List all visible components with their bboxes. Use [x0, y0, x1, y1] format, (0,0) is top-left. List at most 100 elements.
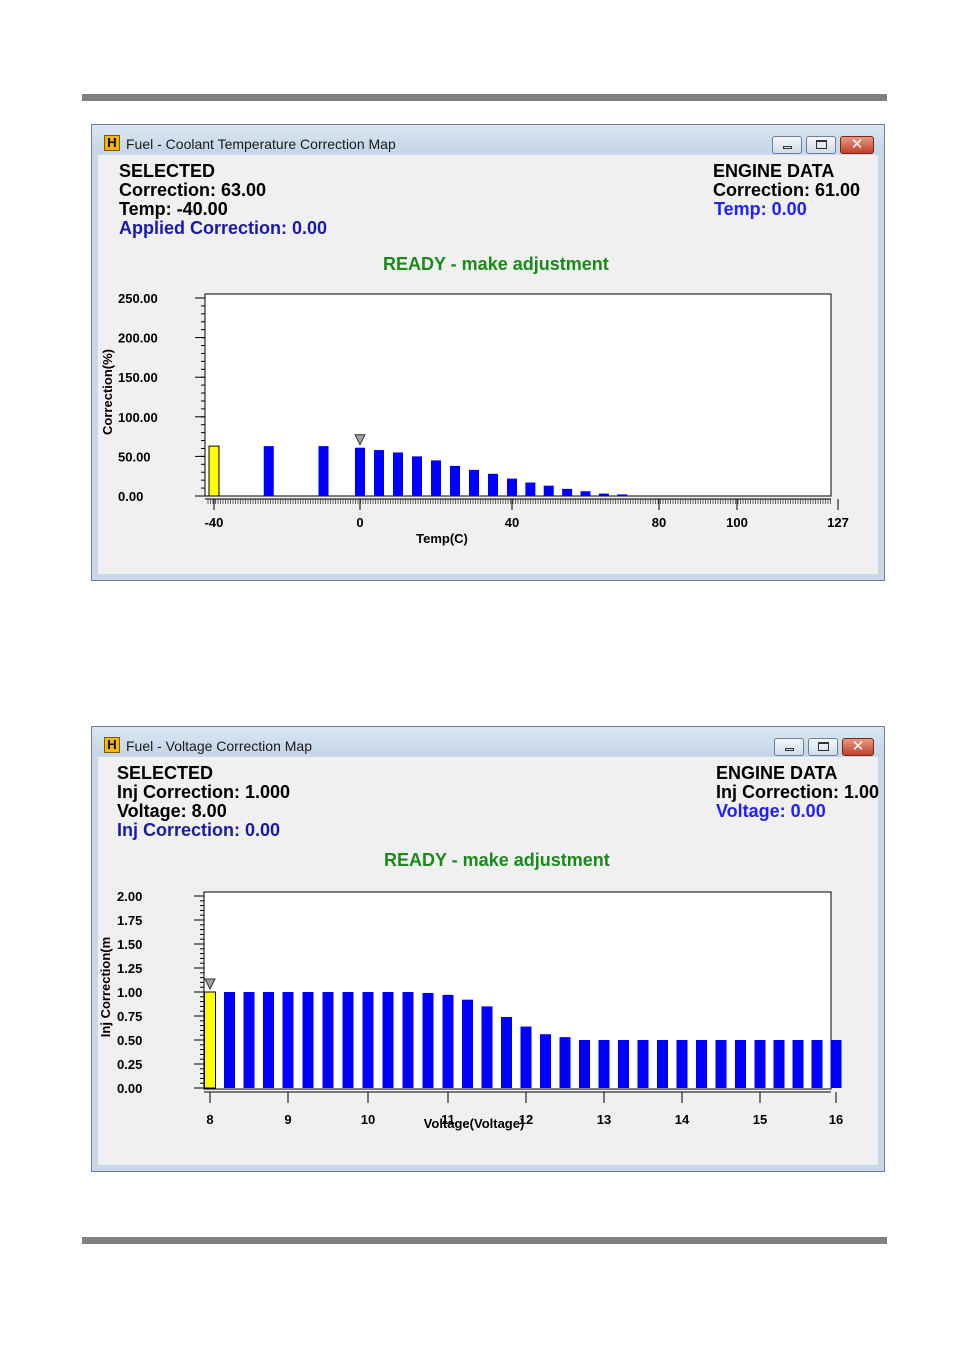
bar — [543, 485, 554, 496]
applied-correction: Applied Correction: 0.00 — [119, 218, 328, 238]
x-tick-label: 100 — [726, 515, 748, 530]
x-tick-label: 15 — [753, 1112, 767, 1127]
selected-bar — [204, 991, 216, 1089]
bar — [342, 992, 354, 1088]
engine-inj-correction: Inj Correction: 1.00 — [716, 782, 880, 802]
bar — [562, 488, 573, 496]
voltage-correction-chart[interactable]: 2.00 1.75 1.50 1.25 1.00 0.75 0.50 0.25 0.00 Inj … — [98, 881, 880, 1171]
maximize-button[interactable] — [808, 738, 838, 756]
x-axis-label: Voltage(Voltage) — [424, 1116, 525, 1131]
selected-heading: SELECTED — [117, 763, 214, 783]
y-tick-label: 1.75 — [117, 913, 142, 928]
client-area: SELECTED Correction: 63.00 Temp: -40.00 … — [98, 155, 878, 574]
bar — [540, 1034, 551, 1088]
minimize-button[interactable] — [772, 136, 802, 154]
title-bar[interactable]: H Fuel - Coolant Temperature Correction … — [92, 125, 884, 154]
y-axis-label: Inj Correction(m — [98, 937, 113, 1037]
x-tick-label: 40 — [505, 515, 519, 530]
x-tick-label: 13 — [597, 1112, 611, 1127]
bar — [792, 1040, 804, 1088]
bar — [657, 1040, 668, 1088]
bar — [525, 482, 536, 496]
selected-temp: Temp: -40.00 — [119, 199, 228, 219]
close-icon: ✕ — [850, 135, 864, 153]
bar — [559, 1037, 571, 1088]
selected-correction: Correction: 63.00 — [119, 180, 267, 200]
bar — [282, 992, 294, 1088]
bar — [355, 447, 365, 496]
y-tick-label: 0.00 — [117, 1081, 142, 1096]
x-tick-label: 9 — [284, 1112, 291, 1127]
x-tick-label: 11 — [441, 1112, 455, 1127]
app-icon: H — [104, 135, 120, 151]
close-button[interactable]: ✕ — [840, 135, 874, 154]
x-tick-label: 127 — [827, 515, 849, 530]
bar — [501, 1016, 512, 1088]
y-tick-label: 50.00 — [118, 449, 151, 464]
y-tick-label: 150.00 — [118, 370, 158, 385]
coolant-correction-chart[interactable]: 250.00 200.00 150.00 100.00 50.00 0.00 Correct… — [98, 277, 880, 577]
bar — [263, 992, 274, 1088]
bar — [754, 1040, 766, 1088]
bar — [362, 992, 374, 1088]
minimize-icon — [785, 748, 794, 751]
x-tick-label: 12 — [519, 1112, 533, 1127]
bar — [393, 452, 403, 496]
bar — [322, 992, 334, 1088]
bar — [488, 473, 498, 496]
engine-voltage: Voltage: 0.00 — [716, 801, 826, 821]
bar — [263, 446, 274, 496]
client-area: SELECTED Inj Correction: 1.000 Voltage: … — [98, 757, 880, 1165]
bar — [450, 465, 460, 496]
y-tick-label: 0.25 — [117, 1057, 142, 1072]
maximize-button[interactable] — [806, 136, 836, 154]
bottom-rule — [82, 1237, 887, 1244]
title-bar[interactable]: H Fuel - Voltage Correction Map ✕ — [92, 727, 884, 756]
bar — [811, 1040, 823, 1088]
bar — [507, 478, 517, 496]
bar — [735, 1040, 746, 1088]
minimize-icon — [783, 146, 792, 149]
top-rule — [82, 94, 887, 101]
y-axis-label: Correction(%) — [100, 349, 115, 435]
bar — [442, 994, 454, 1088]
bar — [412, 456, 422, 496]
bar — [579, 1040, 590, 1088]
y-tick-label: 1.25 — [117, 961, 142, 976]
selected-panel: SELECTED Correction: 63.00 Temp: -40.00 … — [119, 162, 327, 238]
engine-temp: Temp: 0.00 — [714, 199, 807, 219]
y-tick-label: 1.00 — [117, 985, 142, 1000]
bar — [580, 491, 591, 496]
bar — [469, 469, 479, 496]
selected-bar — [208, 445, 220, 497]
bar — [374, 450, 384, 496]
y-tick-label: 100.00 — [118, 410, 158, 425]
engine-correction: Correction: 61.00 — [713, 180, 861, 200]
voltage-correction-window: H Fuel - Voltage Correction Map ✕ SELECT… — [91, 726, 885, 1172]
bar — [402, 992, 414, 1088]
app-icon: H — [104, 737, 120, 753]
maximize-icon — [816, 140, 827, 149]
bar — [598, 1040, 610, 1088]
bar — [520, 1026, 532, 1088]
close-button[interactable]: ✕ — [842, 737, 874, 756]
engine-position-marker — [204, 978, 216, 991]
bar — [637, 1040, 649, 1088]
y-tick-label: 0.00 — [118, 489, 143, 504]
selected-inj-correction: Inj Correction: 1.000 — [117, 782, 291, 802]
window-title: Fuel - Coolant Temperature Correction Ma… — [126, 136, 396, 152]
bar — [243, 992, 255, 1088]
plot-frame — [204, 293, 832, 497]
minimize-button[interactable] — [774, 738, 804, 756]
maximize-icon — [818, 742, 829, 751]
engine-heading: ENGINE DATA — [713, 161, 835, 181]
x-tick-label: 8 — [206, 1112, 213, 1127]
bar — [617, 494, 628, 496]
engine-data-panel: ENGINE DATA Inj Correction: 1.00 Voltage… — [716, 764, 880, 821]
bar — [696, 1040, 707, 1088]
selected-heading: SELECTED — [119, 161, 216, 181]
bar — [422, 992, 434, 1088]
bar — [773, 1040, 785, 1088]
status-message: READY - make adjustment — [384, 850, 610, 870]
engine-heading: ENGINE DATA — [716, 764, 838, 783]
